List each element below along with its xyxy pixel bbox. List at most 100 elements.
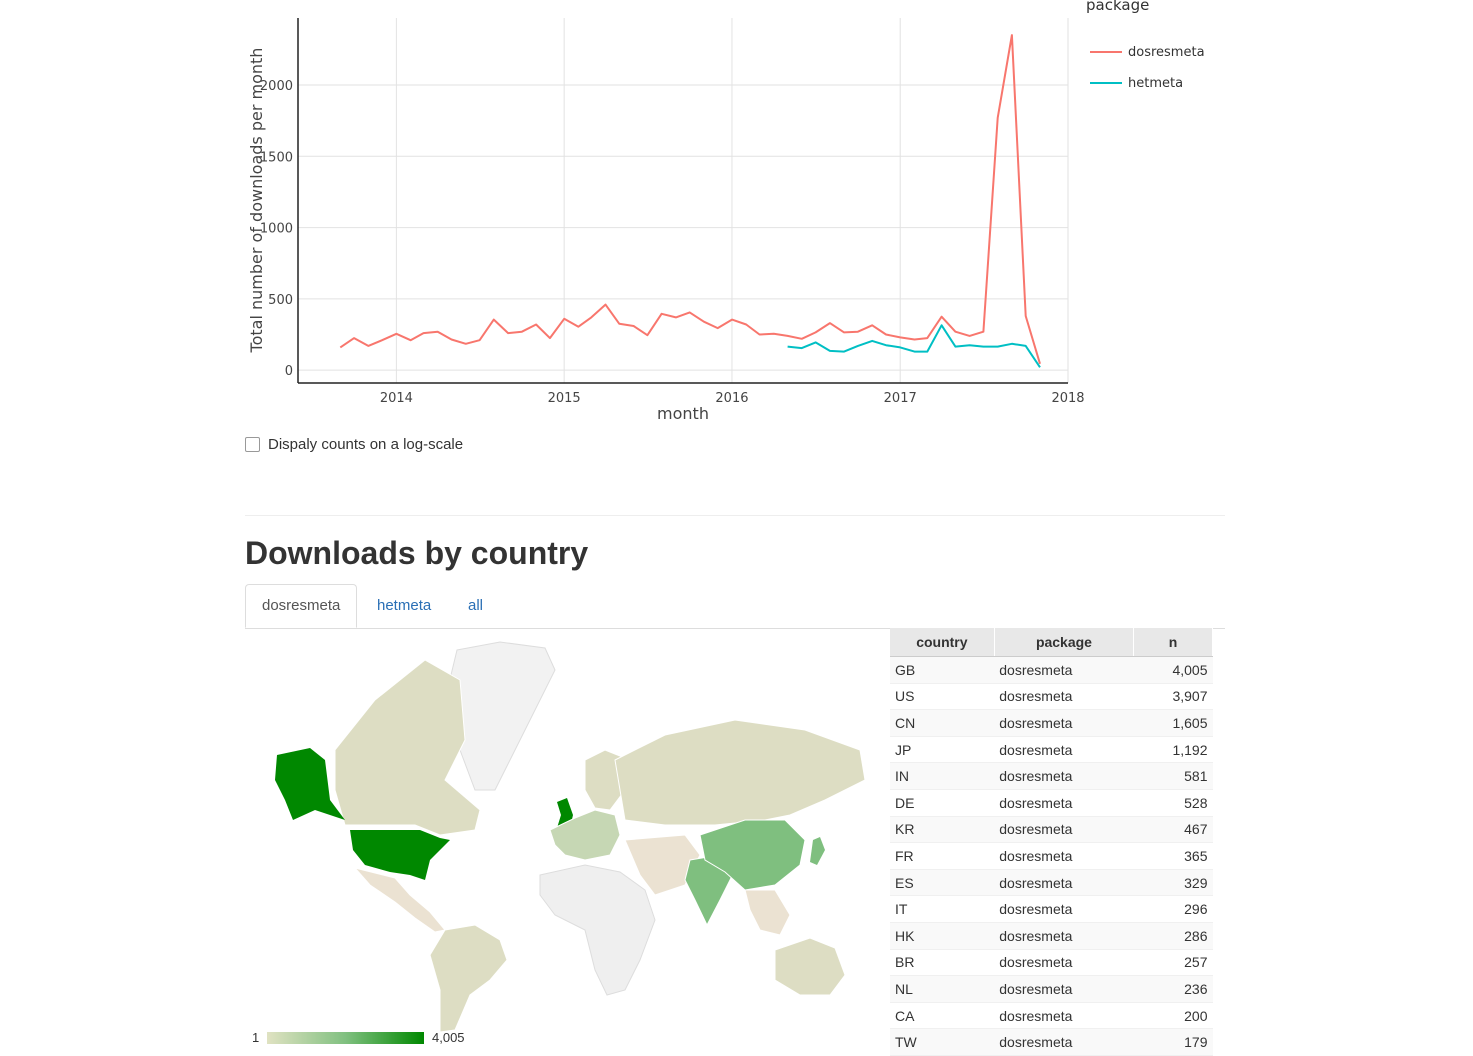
table-row[interactable]: HK dosresmeta 286 [890,922,1213,950]
table-row[interactable]: FR dosresmeta 365 [890,842,1213,870]
map-legend-gradient [267,1032,424,1044]
cell-n: 200 [1133,1002,1213,1030]
world-map[interactable] [245,640,885,1035]
cell-n: 528 [1133,789,1213,817]
table-body: GB dosresmeta 4,005 US dosresmeta 3,907 CN dosr… [890,656,1213,1056]
log-scale-checkbox[interactable]: Dispaly counts on a log-scale [245,436,463,453]
tab-hetmeta[interactable]: hetmeta [377,597,432,614]
legend-item-dosresmeta[interactable]: dosresmeta [1090,42,1205,62]
cell-package: dosresmeta [994,949,1134,977]
cell-country: IT [890,895,995,923]
table-row[interactable]: BR dosresmeta 257 [890,949,1213,977]
x-tick-label: 2017 [884,391,917,406]
x-tick-label: 2018 [1051,391,1084,406]
cell-n: 286 [1133,922,1213,950]
cell-country: JP [890,736,995,764]
cell-country: BR [890,949,995,977]
cell-package: dosresmeta [994,683,1134,711]
table-row[interactable]: US dosresmeta 3,907 [890,683,1213,711]
y-tick-label: 500 [268,293,293,308]
legend-label-hetmeta: hetmeta [1128,75,1184,91]
y-tick-label: 1500 [260,150,293,165]
cell-package: dosresmeta [994,922,1134,950]
cell-country: GB [890,656,995,684]
table-row[interactable]: DE dosresmeta 528 [890,789,1213,817]
cell-package: dosresmeta [994,656,1134,684]
map-country-ca[interactable] [334,659,481,836]
cell-n: 365 [1133,842,1213,870]
map-region-africa[interactable] [539,864,656,996]
column-header-n[interactable]: n [1133,628,1213,657]
cell-country: DE [890,789,995,817]
table-row[interactable]: GB dosresmeta 4,005 [890,656,1213,684]
tab-all[interactable]: all [468,597,484,614]
map-region-se-asia[interactable] [744,889,791,936]
cell-package: dosresmeta [994,709,1134,737]
cell-country: NL [890,975,995,1003]
cell-n: 1,605 [1133,709,1213,737]
table-row[interactable]: TW dosresmeta 179 [890,1028,1213,1056]
downloads-line-chart: 2014 2015 2016 2017 2018 0 500 1000 1500 2000 mont… [247,18,1085,423]
cell-n: 296 [1133,895,1213,923]
column-header-package[interactable]: package [994,628,1135,657]
cell-country: KR [890,816,995,844]
cell-package: dosresmeta [994,816,1134,844]
cell-n: 179 [1133,1028,1213,1056]
table-row[interactable]: CN dosresmeta 1,605 [890,709,1213,737]
column-header-country[interactable]: country [890,628,995,657]
cell-country: FR [890,842,995,870]
x-tick-label: 2014 [380,391,413,406]
cell-n: 4,005 [1133,656,1213,684]
map-country-us-alaska[interactable] [275,748,345,820]
log-scale-label: Dispaly counts on a log-scale [268,436,464,453]
map-region-europe[interactable] [549,809,621,861]
cell-package: dosresmeta [994,842,1134,870]
cell-n: 257 [1133,949,1213,977]
y-tick-label: 1000 [260,222,293,237]
cell-n: 3,907 [1133,683,1213,711]
cell-country: IN [890,762,995,790]
legend-item-hetmeta[interactable]: hetmeta [1090,73,1183,93]
tab-dosresmeta[interactable]: dosresmeta [245,584,358,628]
cell-country: US [890,683,995,711]
map-country-mx[interactable] [353,867,446,933]
cell-country: CN [890,709,995,737]
table-row[interactable]: IN dosresmeta 581 [890,762,1213,790]
table-row[interactable]: JP dosresmeta 1,192 [890,736,1213,764]
package-tabs: dosresmeta hetmeta all [245,584,1225,629]
map-region-middle-east[interactable] [624,834,701,896]
table-row[interactable]: IT dosresmeta 296 [890,895,1213,923]
map-country-au[interactable] [774,937,846,996]
cell-n: 467 [1133,816,1213,844]
table-row[interactable]: ES dosresmeta 329 [890,869,1213,897]
x-tick-label: 2016 [715,391,748,406]
map-country-cn[interactable] [699,819,806,891]
country-table: country package n GB dosresmeta 4,005 US dos… [890,628,1213,1056]
map-country-ru[interactable] [614,719,866,826]
cell-country: HK [890,922,995,950]
cell-package: dosresmeta [994,895,1134,923]
y-tick-label: 0 [285,364,293,379]
map-country-jp[interactable] [810,837,825,865]
series-line-dosresmeta [339,34,1041,365]
table-row[interactable]: CA dosresmeta 200 [890,1002,1213,1030]
legend-swatch-dosresmeta [1090,51,1122,53]
cell-package: dosresmeta [994,975,1134,1003]
cell-country: CA [890,1002,995,1030]
table-row[interactable]: KR dosresmeta 467 [890,816,1213,844]
map-country-us[interactable] [350,830,450,880]
x-tick-label: 2015 [548,391,581,406]
section-title: Downloads by country [245,535,589,571]
map-country-br[interactable] [429,924,508,1033]
y-axis-title: Total number of downloads per month [247,48,266,354]
cell-package: dosresmeta [994,789,1134,817]
cell-package: dosresmeta [994,1002,1134,1030]
cell-country: TW [890,1028,995,1056]
checkbox-box[interactable] [245,437,260,452]
cell-package: dosresmeta [994,869,1134,897]
cell-n: 581 [1133,762,1213,790]
y-tick-label: 2000 [260,79,293,94]
table-header-row: country package n [890,628,1213,657]
table-row[interactable]: NL dosresmeta 236 [890,975,1213,1003]
cell-n: 1,192 [1133,736,1213,764]
